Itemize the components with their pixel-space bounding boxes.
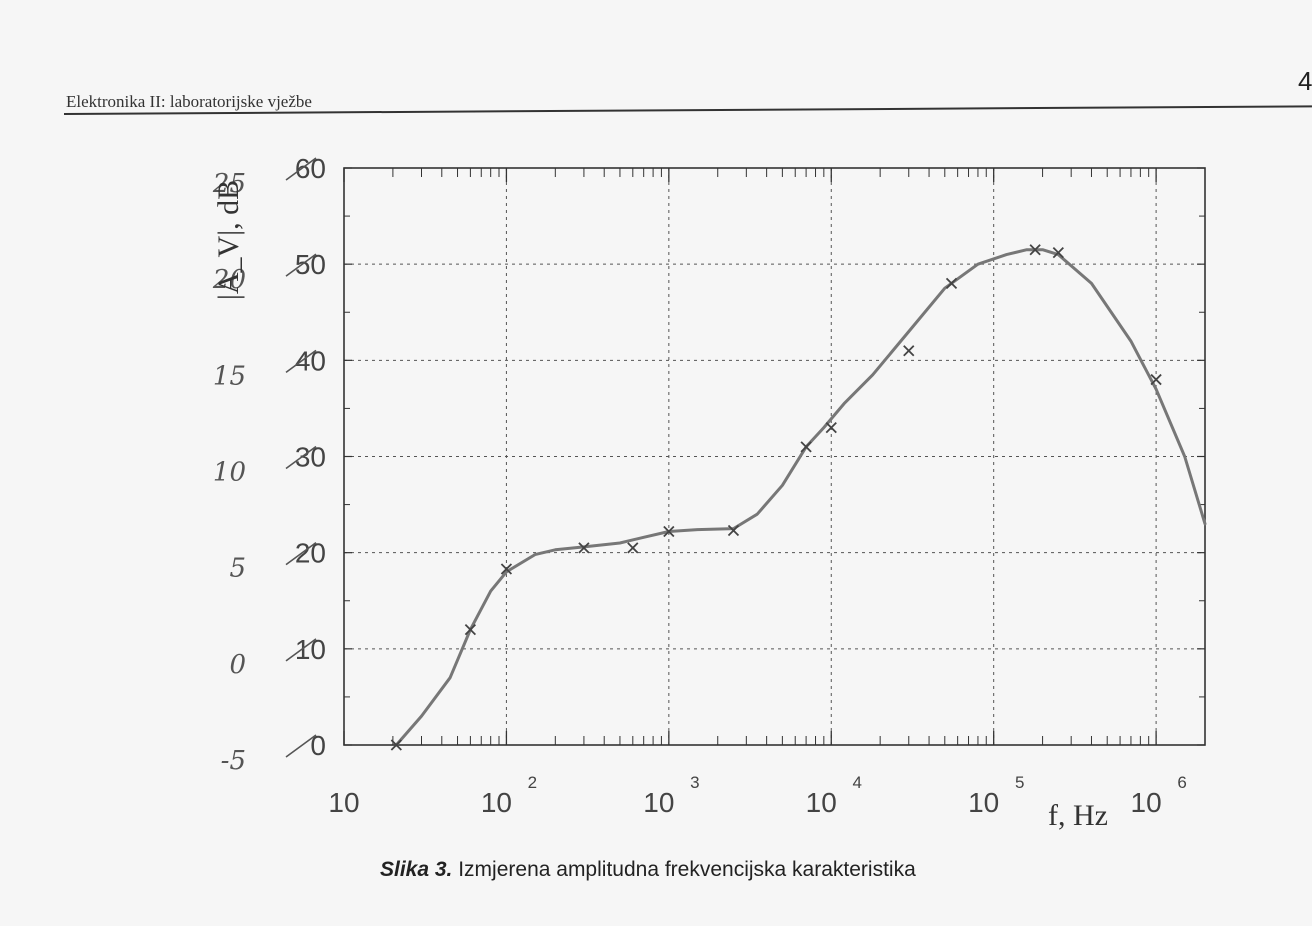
response-curve — [394, 248, 1207, 747]
x-axis-title: f, Hz — [1048, 799, 1108, 832]
y-handwritten-label: -5 — [221, 746, 246, 776]
tick-marks — [343, 167, 1206, 746]
measurement-marker — [1052, 246, 1064, 259]
y-tick-strike — [285, 157, 317, 181]
measurement-marker — [390, 739, 402, 751]
caption-label: Slika 3. — [380, 858, 453, 881]
y-axis-title: |A_V|, dB — [212, 180, 245, 300]
y-handwritten-label: 5 — [229, 554, 246, 584]
y-tick-label: 10 — [295, 634, 326, 665]
y-tick-label: 50 — [295, 249, 326, 280]
x-tick-label: 10 — [643, 787, 674, 818]
y-tick-label: 60 — [295, 153, 326, 184]
plot-border — [343, 167, 1206, 746]
y-tick-strike — [285, 445, 317, 470]
measurement-marker — [945, 277, 958, 290]
plot-frame — [343, 167, 1206, 746]
x-tick-label: 10 — [1131, 787, 1162, 818]
y-handwritten-label: 15 — [213, 361, 246, 391]
measurement-marker — [903, 345, 915, 357]
y-handwritten-label: 20 — [212, 265, 246, 295]
y-tick-strike — [285, 638, 317, 662]
y-tick-label: 30 — [295, 442, 326, 473]
marker-layer — [390, 244, 1162, 751]
y-tick-strike — [285, 349, 317, 373]
page-header-title: Elektronika II: laboratorijske vježbe — [66, 92, 312, 111]
measurement-marker — [1029, 244, 1041, 256]
measurement-marker — [800, 441, 812, 453]
x-tick-label: 10 — [968, 787, 999, 818]
x-tick-exponent: 3 — [690, 773, 699, 792]
measurement-marker — [464, 623, 477, 636]
y-handwritten-label: 10 — [213, 458, 246, 488]
x-tick-label: 10 — [481, 787, 512, 818]
page-number: 4 — [1298, 66, 1312, 96]
measurement-marker — [627, 542, 639, 554]
caption-text: Izmjerena amplitudna frekvencijska karak… — [452, 858, 916, 881]
y-handwritten-label: 0 — [229, 650, 246, 680]
measurement-marker — [727, 524, 740, 537]
grid-layer — [344, 168, 1205, 745]
curve-layer — [394, 248, 1207, 747]
x-tick-exponent: 4 — [853, 773, 862, 792]
y-handwritten-label: 25 — [212, 169, 246, 199]
y-tick-strike — [285, 253, 317, 277]
measurement-marker — [663, 525, 675, 538]
x-tick-label: 10 — [806, 787, 837, 818]
y-tick-label: 20 — [295, 538, 326, 569]
measurement-marker — [500, 563, 513, 575]
x-tick-label: 10 — [328, 787, 359, 818]
measurement-marker — [1150, 373, 1162, 386]
measurement-marker — [578, 542, 590, 554]
y-tick-strike — [285, 734, 317, 758]
measurement-marker — [825, 422, 837, 434]
y-tick-label: 0 — [310, 730, 326, 761]
x-tick-exponent: 5 — [1015, 773, 1024, 792]
x-tick-exponent: 2 — [528, 773, 537, 792]
y-tick-strike — [285, 542, 317, 566]
figure-caption: Slika 3. Izmjerena amplitudna frekvencij… — [380, 858, 916, 882]
y-tick-label: 40 — [295, 345, 326, 376]
x-tick-exponent: 6 — [1177, 773, 1186, 792]
